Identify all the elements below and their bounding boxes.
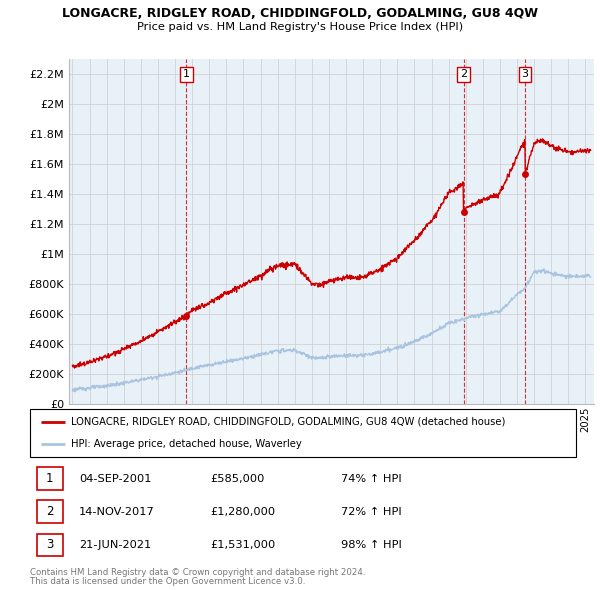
Text: 1: 1 (46, 472, 53, 486)
Bar (37, 533, 63, 556)
Text: £1,280,000: £1,280,000 (210, 507, 275, 517)
Text: 3: 3 (46, 538, 53, 552)
Text: 74% ↑ HPI: 74% ↑ HPI (341, 474, 402, 484)
Text: 04-SEP-2001: 04-SEP-2001 (79, 474, 152, 484)
Text: 2: 2 (460, 70, 467, 79)
Text: Price paid vs. HM Land Registry's House Price Index (HPI): Price paid vs. HM Land Registry's House … (137, 22, 463, 32)
Text: HPI: Average price, detached house, Waverley: HPI: Average price, detached house, Wave… (71, 439, 302, 449)
Text: £1,531,000: £1,531,000 (210, 540, 275, 550)
Text: 1: 1 (183, 70, 190, 79)
Text: 98% ↑ HPI: 98% ↑ HPI (341, 540, 402, 550)
Text: This data is licensed under the Open Government Licence v3.0.: This data is licensed under the Open Gov… (30, 577, 305, 586)
Text: 3: 3 (521, 70, 529, 79)
Text: Contains HM Land Registry data © Crown copyright and database right 2024.: Contains HM Land Registry data © Crown c… (30, 568, 365, 576)
Bar (37, 467, 63, 490)
Text: 21-JUN-2021: 21-JUN-2021 (79, 540, 151, 550)
Text: LONGACRE, RIDGLEY ROAD, CHIDDINGFOLD, GODALMING, GU8 4QW (detached house): LONGACRE, RIDGLEY ROAD, CHIDDINGFOLD, GO… (71, 417, 505, 427)
Text: £585,000: £585,000 (210, 474, 265, 484)
Bar (37, 500, 63, 523)
Text: 72% ↑ HPI: 72% ↑ HPI (341, 507, 402, 517)
Text: LONGACRE, RIDGLEY ROAD, CHIDDINGFOLD, GODALMING, GU8 4QW: LONGACRE, RIDGLEY ROAD, CHIDDINGFOLD, GO… (62, 8, 538, 21)
Text: 14-NOV-2017: 14-NOV-2017 (79, 507, 155, 517)
Text: 2: 2 (46, 505, 53, 519)
